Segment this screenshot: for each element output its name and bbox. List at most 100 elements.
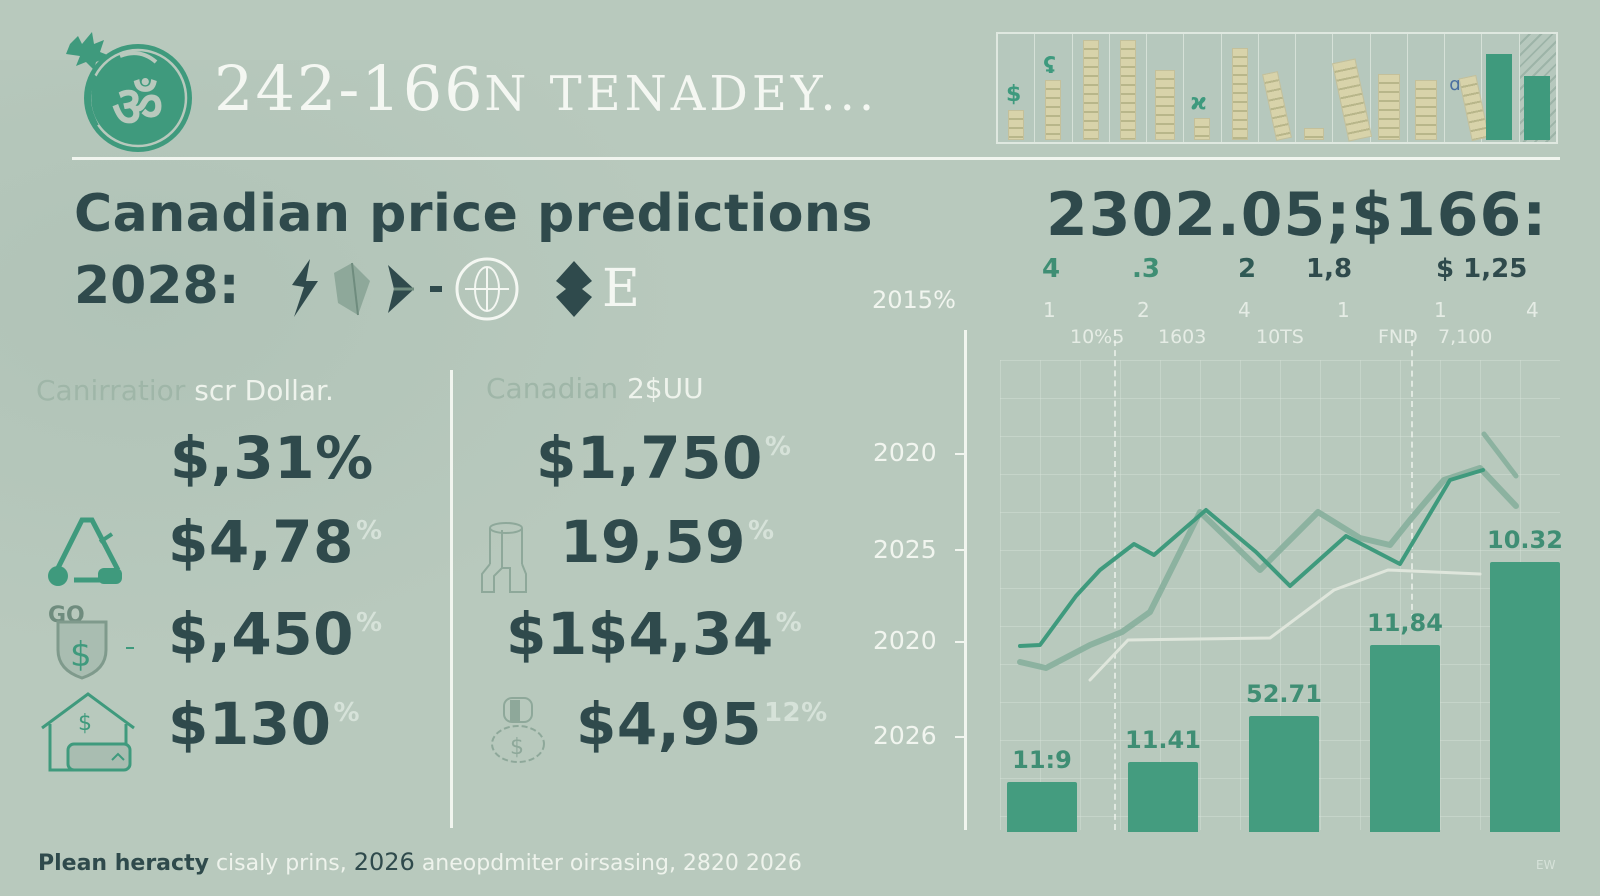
bar-value-label: 11,84 [1367, 609, 1443, 637]
sub-tick-label: 1603 [1158, 326, 1207, 348]
dash-icon [426, 259, 446, 319]
coin-stack-icon [1231, 48, 1248, 140]
tick-label: 1 [1434, 298, 1447, 322]
chart-y-axis [964, 330, 967, 830]
tick-label: 1 [1043, 298, 1056, 322]
footer-caption: Plean heracty cisaly prins, 2026 aneopdm… [38, 848, 802, 876]
chart-dashed-marker [1114, 330, 1116, 830]
sub-tick-label: 10TS [1256, 326, 1304, 348]
tick-label: 4 [1238, 298, 1251, 322]
strip-bar-icon [1486, 54, 1513, 140]
price-value: 19,59% [560, 508, 775, 576]
y-axis-tick [955, 736, 965, 738]
coin-stack-icon [1008, 110, 1025, 140]
coin-stack-icon [1119, 40, 1136, 140]
summary-stat: 4 [1042, 254, 1061, 284]
headline: Canadian price predictions [74, 184, 873, 244]
column-title-right: Canadian 2$UU [486, 372, 704, 405]
coin-stack-icon [1045, 80, 1062, 140]
coin-stack-icon [1415, 80, 1438, 140]
chart-bar [1007, 782, 1077, 832]
chart-bar [1370, 645, 1440, 832]
squiggle-icon: ϰ [1190, 90, 1207, 115]
sub-tick-label: 10%5 [1070, 326, 1125, 348]
y-axis-tick [955, 453, 965, 455]
crystal-icon [330, 259, 374, 319]
y-axis-tick [955, 641, 965, 643]
money-bag-icon: $ [490, 696, 550, 770]
coin-cell [1371, 34, 1408, 142]
price-value: $130% [168, 690, 360, 758]
summary-stat: 1,8 [1306, 254, 1353, 284]
sub-tick-label: FND [1378, 326, 1418, 348]
bar-value-label: 52.71 [1246, 680, 1322, 708]
chevron-right-icon [382, 259, 418, 319]
coin-cell: ϰ [1184, 34, 1222, 142]
chart-dashed-marker [1411, 330, 1413, 620]
price-value: $,31% [170, 424, 374, 492]
strip-bar-icon [1523, 76, 1550, 140]
header-divider [72, 157, 1560, 160]
chart-bar [1128, 762, 1198, 832]
letter-e-glyph: E [602, 259, 640, 319]
column-title-left: Canirratior scr Dollar. [36, 374, 334, 407]
coin-stack-icon [1155, 70, 1176, 140]
headline-year: 2028: [74, 256, 240, 316]
coin-cell [1408, 34, 1446, 142]
house-dollar-icon: $ [38, 690, 144, 778]
svg-text:$: $ [78, 711, 92, 736]
tick-label: 1 [1337, 298, 1350, 322]
summary-stat: $ 1,25 [1436, 254, 1528, 284]
price-value: $1,750% [536, 424, 792, 492]
diamond-arrows-icon [554, 259, 594, 319]
column-divider [450, 370, 453, 828]
bar-value-label: 10.32 [1487, 526, 1563, 554]
coin-stack-icon [1377, 74, 1400, 140]
headline-glyph-row: E [288, 256, 640, 322]
dollar-shield-icon: GQ $ [40, 600, 136, 684]
coin-stack-icon [1262, 71, 1292, 141]
pillar-building-icon [480, 520, 540, 600]
arrow-shard-icon [288, 259, 322, 319]
price-value: $4,78% [168, 508, 383, 576]
squiggle-icon: ʢ [1043, 54, 1056, 79]
svg-text:ॐ: ॐ [112, 74, 163, 140]
coin-stack-icon [1304, 128, 1325, 140]
coin-cell: ɑ [1445, 34, 1490, 142]
price-value: $,450% [168, 600, 383, 668]
coin-cell [1222, 34, 1259, 142]
globe-icon [454, 256, 520, 322]
sub-tick-label: 7,100 [1438, 326, 1493, 348]
y-axis-label: 2026 [873, 721, 937, 750]
summary-big-number: 2302.05;$166: [1046, 180, 1548, 250]
app-title: 242-166N TENADEY... [214, 52, 879, 125]
coin-cell: $ [998, 34, 1036, 142]
y-axis-label: 2025 [873, 535, 937, 564]
dollar-glyph-icon: $ [1006, 82, 1022, 107]
coin-cell [1073, 34, 1110, 142]
price-value: $1$4,34% [506, 600, 803, 668]
y-axis-label: 2020 [873, 438, 937, 467]
svg-text:$: $ [510, 735, 524, 760]
coin-stack-icon [1331, 58, 1372, 142]
coin-cell [1296, 34, 1334, 142]
chart-bar [1249, 716, 1319, 832]
bar-value-label: 11.41 [1125, 726, 1201, 754]
summary-stat: 2 [1238, 254, 1257, 284]
bar-value-label: 11:9 [1012, 746, 1072, 774]
coin-stack-strip: $ ʢ ϰ ɑ [996, 32, 1558, 144]
chart-bar [1490, 562, 1560, 832]
coin-cell [1259, 34, 1297, 142]
y-axis-label: 2020 [873, 626, 937, 655]
price-value: $4,9512% [576, 690, 828, 758]
maple-globe-logo-icon: ॐ [60, 26, 196, 156]
recycle-triangle-icon [42, 512, 128, 592]
coin-cell [1519, 34, 1556, 142]
tick-label: 2 [1137, 298, 1150, 322]
percent-label: 2015% [872, 286, 956, 314]
swirl-icon: ɑ [1449, 74, 1461, 95]
coin-cell [1110, 34, 1148, 142]
y-axis-tick [955, 549, 965, 551]
summary-stat: .3 [1132, 254, 1160, 284]
coin-cell [1147, 34, 1185, 142]
